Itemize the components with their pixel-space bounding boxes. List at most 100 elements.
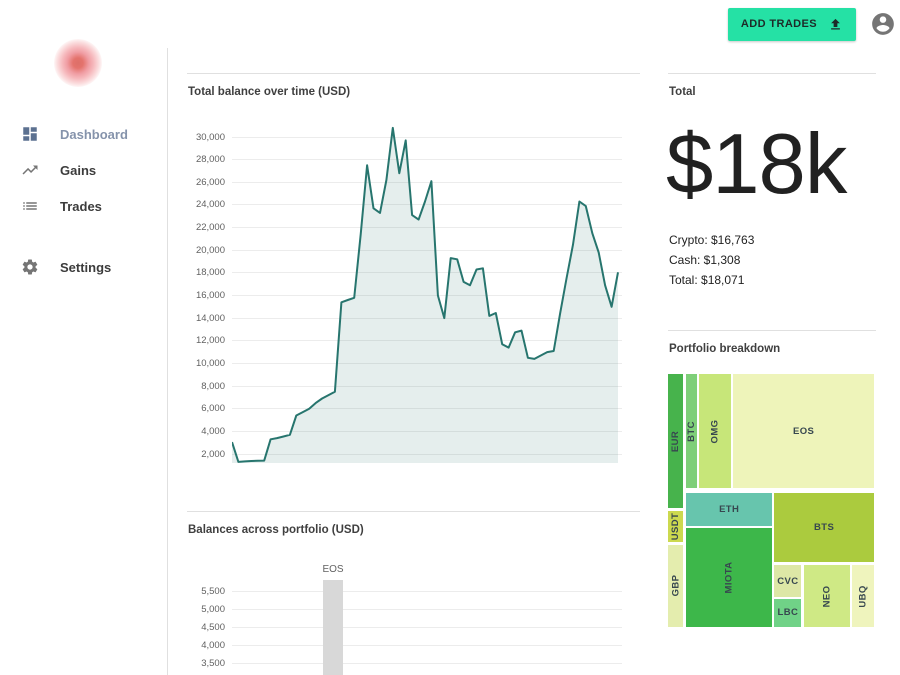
portfolio-treemap: EUR USDT GBP BTC OMG EOS ETH MIOTA BTS CVC LBC NEO U… <box>668 374 874 627</box>
y-tick-label: 6,000 <box>201 403 225 415</box>
sidebar-item-label: Settings <box>60 259 112 275</box>
gridline <box>232 136 622 138</box>
treemap-cell-label: ETH <box>719 504 740 516</box>
sidebar-nav: Dashboard Gains Trades Settings <box>0 116 167 285</box>
balance-line <box>232 126 619 463</box>
treemap-cell-eur: EUR <box>668 374 684 509</box>
gridline <box>232 181 622 183</box>
gridline <box>232 295 622 296</box>
sidebar-item-label: Gains <box>60 162 97 178</box>
gridline <box>232 644 622 646</box>
treemap-cell-label: LBC <box>777 607 799 619</box>
treemap-cell-btc: BTC <box>686 374 698 489</box>
treemap-cell-omg: OMG <box>699 374 732 489</box>
area-fill <box>232 127 618 463</box>
treemap-cell-label: MIOTA <box>723 561 735 594</box>
treemap-cell-miota: MIOTA <box>686 527 773 627</box>
gridline-row: 24,000 <box>187 199 622 210</box>
stat-line: Crypto: $16,763 <box>669 233 755 247</box>
add-trades-label: ADD TRADES <box>740 18 817 30</box>
list-icon <box>23 202 37 210</box>
gear-icon <box>22 259 38 275</box>
y-tick-label: 5,500 <box>201 585 225 597</box>
balance-line-chart: 30,000 28,000 26,000 24,000 22,000 20,000 18,0… <box>187 125 632 463</box>
sidebar-item-dashboard[interactable]: Dashboard <box>0 116 167 152</box>
y-tick-label: 18,000 <box>195 267 225 279</box>
balances-bar-chart: 5,500 5,000 4,500 4,000 3,500 EOS <box>187 563 632 675</box>
gridline-row: 12,000 <box>187 335 622 346</box>
gridline-row: 2,000 <box>187 449 622 460</box>
treemap-cell-neo: NEO <box>803 565 850 627</box>
gridline <box>232 430 622 432</box>
gridline <box>232 340 622 342</box>
y-tick-label: 16,000 <box>195 290 225 301</box>
gridline <box>232 159 622 161</box>
gridline-row: 4,000 <box>187 426 622 437</box>
stat-line: Total: $18,071 <box>669 273 745 287</box>
treemap-cell-label: GBP <box>670 574 682 597</box>
divider <box>668 330 876 331</box>
gridline-row: 20,000 <box>187 245 622 256</box>
gridline <box>232 204 622 206</box>
treemap-cell-label: UBQ <box>857 584 869 608</box>
stat-line: Cash: $1,308 <box>669 253 741 267</box>
upload-icon <box>831 18 840 29</box>
y-tick-label: 8,000 <box>201 380 225 392</box>
bar-category-label: EOS <box>322 564 344 575</box>
gridline-row: 28,000 <box>187 154 622 165</box>
divider <box>187 73 640 74</box>
total-breakdown-lines: Crypto: $16,763 Cash: $1,308 Total: $18,07… <box>669 230 754 290</box>
gridline <box>232 626 622 628</box>
gridline-row: 10,000 <box>187 358 622 369</box>
gridline <box>232 385 622 387</box>
gridline <box>232 272 622 274</box>
treemap-cell-label: EOS <box>793 425 815 437</box>
gridline <box>232 249 622 251</box>
gridline <box>232 662 622 664</box>
sidebar-item-trades[interactable]: Trades <box>0 188 167 224</box>
gridline <box>232 608 622 610</box>
gridline-row: 6,000 <box>187 403 622 414</box>
gridline-row: 8,000 <box>187 381 622 392</box>
add-trades-button[interactable]: ADD TRADES <box>727 7 856 41</box>
account-icon[interactable] <box>870 11 896 37</box>
y-tick-label: 26,000 <box>195 176 225 188</box>
dashboard-icon <box>23 127 37 141</box>
treemap-cell-label: NEO <box>821 585 833 608</box>
y-tick-label: 2,000 <box>201 448 225 460</box>
y-tick-label: 12,000 <box>195 335 225 347</box>
balance-area-plot <box>232 126 619 463</box>
treemap-cell-gbp: GBP <box>668 544 684 627</box>
gridline-row: 26,000 <box>187 177 622 188</box>
gridline <box>232 362 622 364</box>
bar-eos <box>323 580 343 675</box>
trending-up-icon <box>22 165 38 175</box>
gridline-row: 4,500 <box>187 622 622 633</box>
y-tick-label: 4,000 <box>201 639 225 651</box>
sidebar-item-label: Dashboard <box>60 126 128 142</box>
portfolio-breakdown-title: Portfolio breakdown <box>669 343 781 355</box>
sidebar-item-settings[interactable]: Settings <box>0 249 167 285</box>
treemap-cell-ubq: UBQ <box>851 565 874 627</box>
sidebar-item-label: Trades <box>60 198 102 214</box>
app-logo <box>54 39 102 87</box>
sidebar-item-gains[interactable]: Gains <box>0 152 167 188</box>
divider <box>187 511 640 512</box>
gridline-row: 30,000 <box>187 132 622 143</box>
treemap-cell-eos: EOS <box>733 374 874 489</box>
gridline-row: 22,000 <box>187 222 622 233</box>
treemap-cell-eth: ETH <box>686 493 773 526</box>
total-panel-title: Total <box>669 86 696 98</box>
divider <box>668 73 876 74</box>
total-big-value: $18k <box>666 117 847 212</box>
gridline-row: 3,500 <box>187 658 622 669</box>
y-tick-label: 5,000 <box>201 603 225 615</box>
charts-column: Total balance over time (USD) 30,000 28,0… <box>187 73 640 675</box>
treemap-cell-label: USDT <box>670 513 682 541</box>
treemap-cell-lbc: LBC <box>774 598 802 627</box>
y-tick-label: 24,000 <box>195 199 225 211</box>
gridline <box>232 408 622 410</box>
gridline-row: 5,500 <box>187 586 622 597</box>
treemap-cell-label: BTS <box>814 522 835 534</box>
